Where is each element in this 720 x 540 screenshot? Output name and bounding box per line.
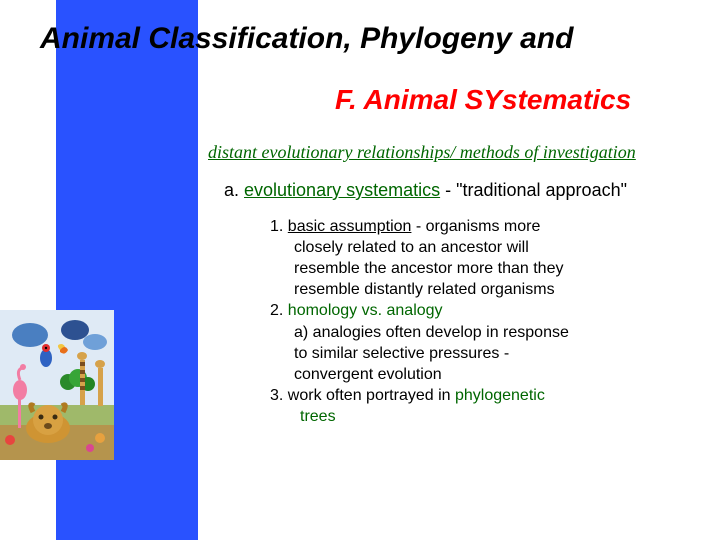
list-row: trees — [270, 406, 690, 427]
homology-analogy-text: homology vs. analogy — [288, 302, 443, 319]
basic-assumption-underline: basic assumption — [288, 218, 412, 235]
wildlife-collage-icon — [0, 310, 114, 460]
num-3-prefix: 3. work often portrayed in — [270, 387, 455, 404]
phylogenetic-text: phylogenetic — [455, 387, 545, 404]
list-row: 1. basic assumption - organisms more — [270, 216, 690, 237]
item-a-term: evolutionary systematics — [244, 180, 440, 200]
section-heading: F. Animal SYstematics — [335, 84, 631, 116]
page-title: Animal Classification, Phylogeny and — [40, 22, 720, 56]
animal-collage-image — [0, 310, 114, 460]
list-row: 2. homology vs. analogy — [270, 300, 690, 321]
list-row: 3. work often portrayed in phylogenetic — [270, 385, 690, 406]
num-2: 2. — [270, 302, 288, 319]
list-item-a: a. evolutionary systematics - "tradition… — [224, 180, 627, 201]
list-row: to similar selective pressures - — [270, 343, 690, 364]
list-row: resemble distantly related organisms — [270, 279, 690, 300]
list-row: a) analogies often develop in response — [270, 322, 690, 343]
list-row: resemble the ancestor more than they — [270, 258, 690, 279]
subtitle-line: distant evolutionary relationships/ meth… — [208, 142, 636, 163]
item-a-prefix: a. — [224, 180, 244, 200]
item-a-suffix: - "traditional approach" — [440, 180, 627, 200]
numbered-list: 1. basic assumption - organisms more clo… — [270, 216, 690, 427]
list-row: convergent evolution — [270, 364, 690, 385]
num-1: 1. — [270, 218, 288, 235]
row-1-suffix: - organisms more — [411, 218, 540, 235]
list-row: closely related to an ancestor will — [270, 237, 690, 258]
